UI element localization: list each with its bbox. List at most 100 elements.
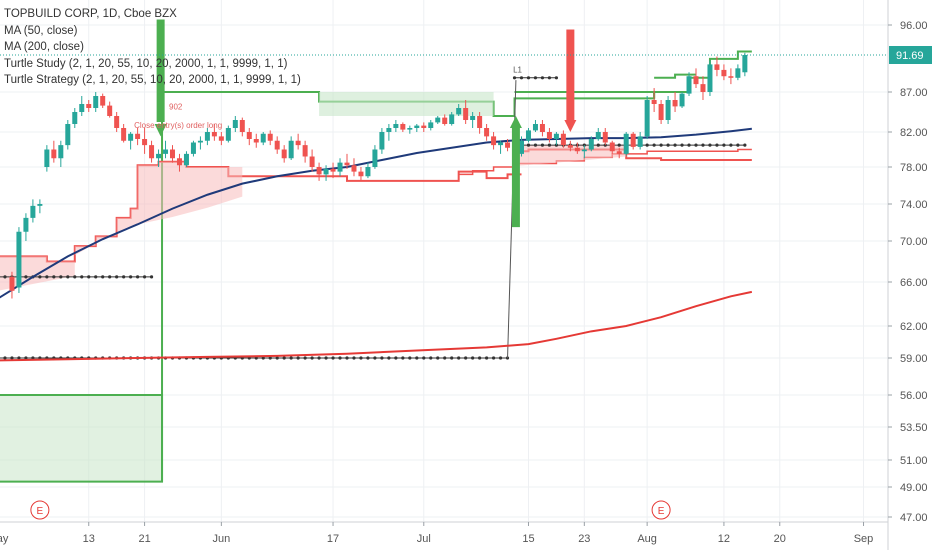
candle-body <box>190 142 196 154</box>
candle-body <box>183 153 189 166</box>
candle-body <box>135 133 141 139</box>
candle <box>365 162 371 179</box>
candle <box>421 122 427 132</box>
candle <box>51 140 57 163</box>
stop-line-dot <box>680 143 684 147</box>
stop-line-dot <box>701 143 705 147</box>
legend-ma200[interactable]: MA (200, close) <box>4 41 84 53</box>
candlesticks <box>9 52 748 299</box>
candle-body <box>393 124 399 128</box>
stop-line-dot <box>261 356 265 360</box>
candle <box>93 92 99 112</box>
candle <box>121 124 127 143</box>
candle-body <box>463 108 469 120</box>
price-tick-label: 59.00 <box>900 353 928 365</box>
stop-line-dot <box>554 76 559 80</box>
candle <box>79 96 85 116</box>
candle <box>393 120 399 132</box>
stop-line-dot <box>366 356 370 360</box>
candle-body <box>672 100 678 107</box>
stop-line-dot <box>296 356 300 360</box>
stop-line-dot <box>3 356 7 360</box>
stop-line-dot <box>450 356 454 360</box>
stop-line-dot <box>512 76 517 80</box>
candle-body <box>595 132 601 139</box>
stop-line-dot <box>352 356 356 360</box>
time-tick-label: Aug <box>637 533 657 545</box>
time-tick-label: 13 <box>83 533 95 545</box>
candle <box>407 125 413 134</box>
candle-body <box>295 140 301 146</box>
candle <box>246 128 252 146</box>
candle <box>86 100 92 112</box>
candle <box>316 162 322 181</box>
stop-line-dot <box>101 275 105 279</box>
time-tick-label: Sep <box>854 533 874 545</box>
short-arrow-head <box>564 120 577 132</box>
candle <box>379 128 385 154</box>
stop-line-dot <box>17 356 21 360</box>
candle <box>23 213 29 241</box>
candle-body <box>218 136 224 141</box>
candle-body <box>225 128 231 141</box>
candle-body <box>714 64 720 70</box>
stop-line-dot <box>108 275 112 279</box>
stop-line-dot <box>136 275 140 279</box>
candle <box>567 140 573 152</box>
stop-line-dot <box>547 143 552 147</box>
stop-line-dot <box>52 275 56 279</box>
stop-line-dot <box>401 356 405 360</box>
candle-body <box>9 276 15 291</box>
candle <box>211 124 217 141</box>
candle-body <box>114 116 120 128</box>
candle-body <box>163 149 169 154</box>
candle-body <box>630 133 636 147</box>
stop-line-dot <box>526 76 531 80</box>
legend-symbol[interactable]: TOPBUILD CORP, 1D, Cboe BZX <box>4 8 177 20</box>
candle <box>553 132 559 146</box>
stop-line-dot <box>289 356 293 360</box>
candle <box>721 64 727 81</box>
candle <box>665 96 671 124</box>
last-price-label: 91.69 <box>896 50 924 62</box>
stop-line-dot <box>464 356 468 360</box>
candle <box>163 140 169 159</box>
candle-body <box>302 145 308 157</box>
candle-body <box>414 125 420 128</box>
red-zone <box>514 145 627 167</box>
candle <box>400 122 406 132</box>
stop-line-dot <box>666 143 670 147</box>
candle <box>302 140 308 163</box>
stop-line-dot <box>10 356 14 360</box>
stop-line-dot <box>526 143 531 147</box>
order-price: 902 <box>169 103 183 112</box>
stop-line-dot <box>59 275 63 279</box>
candle <box>142 128 148 154</box>
candle-body <box>65 124 71 146</box>
candle-body <box>316 167 322 175</box>
candle <box>58 140 64 167</box>
stop-line-dot <box>673 143 677 147</box>
candle-body <box>79 104 85 112</box>
price-tick-label: 56.00 <box>900 390 928 402</box>
legend-ma50[interactable]: MA (50, close) <box>4 24 78 37</box>
stop-line-dot <box>387 356 391 360</box>
time-tick-label: 17 <box>327 533 339 545</box>
candle <box>714 56 720 77</box>
legend-turtle-strategy[interactable]: Turtle Strategy (2, 1, 20, 55, 10, 20, 2… <box>4 74 301 86</box>
candle-body <box>309 156 315 167</box>
stop-line-dot <box>596 143 600 147</box>
candle <box>525 128 531 143</box>
stop-line-dot <box>38 275 42 279</box>
stop-line-dot <box>303 356 307 360</box>
stop-line-dot <box>498 356 503 360</box>
exit-arrow-head <box>154 124 167 137</box>
candle <box>679 92 685 108</box>
candle-body <box>170 149 175 159</box>
legend-turtle-study[interactable]: Turtle Study (2, 1, 20, 55, 10, 20, 2000… <box>4 57 288 70</box>
candle-body <box>456 108 462 115</box>
candle <box>728 68 734 85</box>
stop-line-dot <box>408 356 412 360</box>
candle-body <box>23 217 29 232</box>
